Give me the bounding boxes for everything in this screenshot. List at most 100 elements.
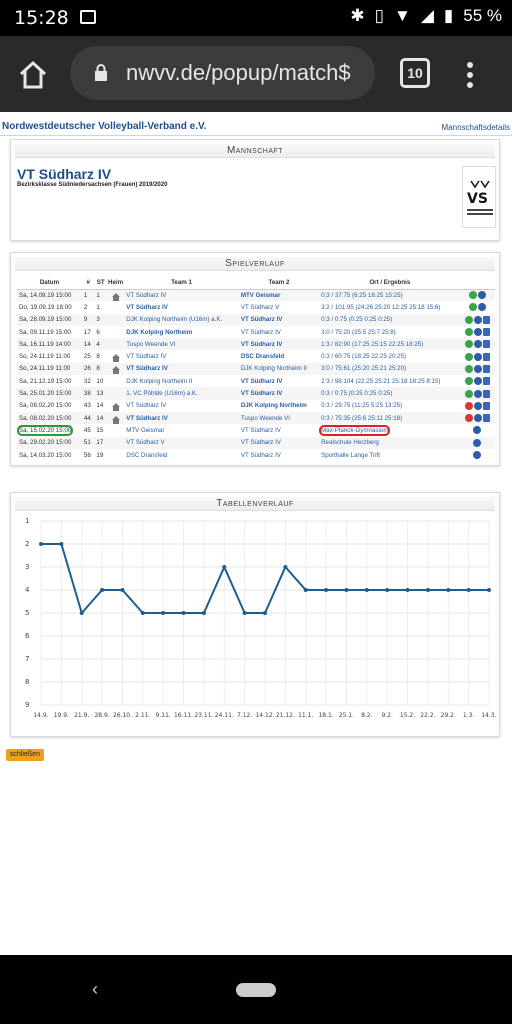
team2[interactable]: VT Südharz IV [238,313,320,326]
tab-switcher-button[interactable]: 10 [400,58,430,88]
info-icon[interactable] [473,328,482,337]
team2[interactable]: DJK Kolping Northeim II [238,362,320,376]
team1[interactable]: VT Südharz IV [124,289,239,302]
document-icon[interactable] [482,401,490,410]
result[interactable]: Sporthalle Lange Trift [321,451,380,459]
result[interactable]: 1:3 / 82:90 (17:25 25:15 22:25 18:25) [319,338,461,351]
team2[interactable]: Tuspo Weende VI [238,411,320,425]
team1[interactable]: DJK Kolping Northeim II [126,377,193,385]
url-bar[interactable]: nwvv.de/popup/match$ [70,46,375,100]
team2[interactable]: VT Südharz IV [238,436,320,449]
matches-panel-title: Spielverlauf [15,257,495,271]
data-point [263,611,267,615]
document-icon[interactable] [482,315,490,324]
team2[interactable]: VT Südharz IV [240,377,283,385]
team-details-link[interactable]: Mannschaftsdetails [441,123,510,132]
row-actions [460,289,495,302]
result[interactable]: 3:2 / 101:95 (24:26 25:20 12:25 25:18 15… [321,303,441,311]
team1[interactable]: DSC Dransfeld [126,451,168,459]
minus-icon[interactable] [464,414,473,423]
team1[interactable]: 1. VC Pöhlde (U16m) a.K. [124,387,239,400]
result[interactable]: Max-Planck-Gymnasium [319,424,460,436]
check-icon[interactable] [464,352,473,361]
team2[interactable]: VT Südharz IV [238,338,320,351]
check-icon[interactable] [464,389,473,398]
info-icon[interactable] [473,401,482,410]
highlighted-venue[interactable]: Max-Planck-Gymnasium [319,424,391,436]
match-number: 45 [83,426,91,434]
check-icon[interactable] [464,328,473,337]
info-icon[interactable] [473,315,482,324]
document-icon[interactable] [482,328,490,337]
chart-panel: Tabellenverlauf 1 2 3 4 5 6 7 8 9 14.9. 19.9. 21.9.… [10,492,500,737]
table-row: Sa, 08.02.20 15:00 44 14 VT Südharz IV Tuspo… [17,411,495,425]
team2[interactable]: VT Südharz IV [240,451,281,459]
document-icon[interactable] [482,364,490,373]
team1[interactable]: DJK Kolping Northeim (U16m) a.K. [124,313,239,326]
result[interactable]: 0:3 / 29:75 (11:25 5:25 13:25) [321,402,403,410]
wifi-icon: ▼ [393,6,411,25]
check-icon[interactable] [464,340,473,349]
team2[interactable]: VT Südharz IV [240,426,281,434]
document-icon[interactable] [482,352,490,361]
team2[interactable]: VT Südharz IV [238,387,320,400]
x-tick-label: 26.10. [113,712,132,719]
brand-title[interactable]: Nordwestdeutscher Volleyball-Verband e.V… [2,121,207,132]
team2[interactable]: VT Südharz V [240,303,280,311]
result[interactable]: Realschule Herzberg [319,436,461,449]
team1[interactable]: VT Südharz IV [126,303,168,311]
result[interactable]: 3:0 / 75:20 (25:5 25:7 25:8) [321,328,396,336]
home-icon[interactable] [18,60,48,90]
info-icon[interactable] [473,340,482,349]
team1[interactable]: VT Südharz IV [126,402,167,410]
team1[interactable]: VT Südharz IV [126,353,167,361]
team1[interactable]: VT Südharz IV [124,362,239,376]
page-content: Nordwestdeutscher Volleyball-Verband e.V… [0,112,512,955]
team2[interactable]: MTV Geismar [238,289,320,302]
document-icon[interactable] [482,377,490,386]
match-day: 19 [96,451,104,459]
data-point [39,542,43,546]
close-button[interactable]: schließen [6,749,44,761]
result[interactable]: 3:0 / 75:61 (25:20 25:21 25:20) [319,362,461,376]
info-icon[interactable] [477,303,486,312]
document-icon[interactable] [482,414,490,423]
document-icon[interactable] [482,389,490,398]
result[interactable]: 0:3 / 60:75 (18:25 22:25 20:25) [321,353,407,361]
info-icon[interactable] [473,377,482,386]
info-icon[interactable] [473,426,482,435]
team1[interactable]: VT Südharz IV [124,411,239,425]
y-tick-label: 3 [25,563,29,571]
info-icon[interactable] [473,389,482,398]
back-icon[interactable]: ‹ [92,979,98,999]
info-icon[interactable] [473,364,482,373]
check-icon[interactable] [468,291,477,300]
check-icon[interactable] [464,364,473,373]
document-icon[interactable] [482,340,490,349]
home-gesture-pill[interactable] [236,983,276,997]
team1[interactable]: MTV Geismar [126,426,165,434]
info-icon[interactable] [473,352,482,361]
check-icon[interactable] [464,315,473,324]
match-day: 15 [96,426,104,434]
result[interactable]: 2:3 / 98:104 (22:25 25:21 25:18 18:25 8:… [321,377,441,385]
team1[interactable]: VT Südharz V [124,436,239,449]
check-icon[interactable] [464,377,473,386]
info-icon[interactable] [473,451,482,459]
minus-icon[interactable] [464,401,473,410]
result[interactable]: 0:3 / 0:75 (0:25 0:25 0:25) [319,387,461,400]
team2[interactable]: DJK Kolping Northeim [240,402,307,410]
team1[interactable]: Tuspo Weende VI [124,338,239,351]
info-icon[interactable] [473,414,482,423]
team2[interactable]: DSC Dransfeld [240,353,285,361]
info-icon[interactable] [473,438,482,447]
team1[interactable]: DJK Kolping Northeim [126,328,193,336]
team2[interactable]: VT Südharz IV [240,328,281,336]
check-icon[interactable] [468,303,477,312]
home-indicator [106,362,125,376]
result[interactable]: 0:3 / 37:75 (6:25 16:25 15:25) [319,289,461,302]
result[interactable]: 0:3 / 75:35 (25:6 25:11 25:18) [319,411,461,425]
result[interactable]: 0:3 / 0:75 (0:25 0:25 0:25) [319,313,461,326]
info-icon[interactable] [477,291,486,300]
menu-icon[interactable] [466,62,474,92]
